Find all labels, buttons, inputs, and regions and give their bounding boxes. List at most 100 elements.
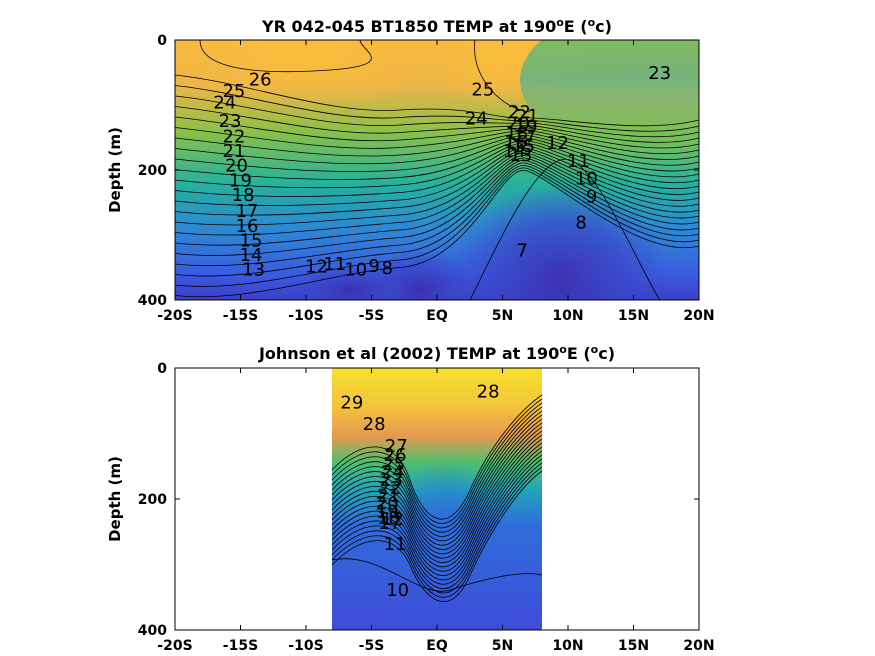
x-tick-label: -5S — [359, 638, 385, 654]
contour-line — [331, 442, 543, 572]
y-tick-label: 0 — [157, 361, 167, 377]
contour-line — [175, 170, 699, 298]
contour-line — [474, 40, 531, 113]
contour-label: 24 — [213, 92, 236, 113]
contour-label: 16 — [504, 132, 527, 153]
contour-label: 15 — [512, 136, 535, 157]
contour-label: 21 — [377, 486, 400, 507]
contour-line — [331, 434, 543, 563]
contour-label: 25 — [222, 81, 245, 102]
contour-line — [331, 450, 543, 581]
contour-line — [175, 152, 699, 226]
contour-label: 24 — [465, 109, 488, 130]
contour-line — [331, 394, 543, 520]
contour-label: 22 — [508, 102, 531, 123]
panel-bottom-contour-lines — [331, 394, 543, 602]
contour-label: 21 — [222, 141, 245, 162]
contour-label: 19 — [229, 170, 252, 191]
contour-label: 26 — [384, 445, 407, 466]
contour-label: 14 — [240, 245, 263, 266]
y-tick-label: 200 — [138, 163, 167, 179]
panel-bottom-title: Johnson et al (2002) TEMP at 190oE (oc) — [258, 343, 615, 364]
contour-label: 23 — [648, 63, 671, 84]
contour-label: 12 — [381, 509, 404, 530]
contour-label: 8 — [381, 258, 392, 279]
contour-label: 12 — [305, 257, 328, 278]
x-tick-label: -20S — [157, 638, 192, 654]
contour-label: 13 — [509, 145, 532, 166]
x-tick-label: -5S — [359, 308, 385, 324]
contour-label: 10 — [386, 580, 409, 601]
panel-top: YR 042-045 BT1850 TEMP at 190oE (oc) 262… — [106, 16, 715, 325]
contour-line — [175, 95, 699, 138]
x-tick-label: -10S — [288, 638, 323, 654]
x-tick-label: EQ — [426, 308, 448, 324]
contour-line — [331, 458, 543, 589]
contour-label: 9 — [586, 187, 597, 208]
contour-line — [175, 106, 699, 143]
contour-label: 19 — [376, 501, 399, 522]
x-tick-label: 5N — [492, 638, 513, 654]
contour-line — [331, 430, 543, 559]
contour-line — [331, 446, 543, 576]
contour-line — [331, 414, 543, 542]
panel-top-title: YR 042-045 BT1850 TEMP at 190oE (oc) — [261, 16, 612, 37]
contour-line — [175, 165, 699, 277]
contour-line — [331, 462, 543, 594]
contour-line — [175, 132, 699, 160]
contour-label: 20 — [376, 493, 399, 514]
contour-label: 27 — [385, 436, 408, 457]
contour-line — [175, 127, 699, 155]
contour-label: 22 — [378, 478, 401, 499]
contour-label: 28 — [477, 381, 500, 402]
contour-line — [331, 470, 543, 602]
contour-label: 20 — [225, 155, 248, 176]
x-tick-label: -10S — [288, 308, 323, 324]
contour-line — [331, 418, 543, 546]
panel-bottom: Johnson et al (2002) TEMP at 190oE (oc) … — [106, 343, 715, 655]
contour-line — [331, 402, 543, 529]
panel-bottom-ylabel: Depth (m) — [106, 456, 124, 542]
contour-label: 22 — [222, 127, 245, 148]
x-tick-label: 10N — [552, 308, 583, 324]
contour-label: 11 — [567, 151, 590, 172]
x-tick-label: -15S — [223, 638, 258, 654]
contour-line — [175, 74, 699, 127]
panel-bottom-axes: -20S -15S -10S -5S EQ 5N 10N 15N 20N 0 200 400 — [138, 361, 715, 654]
contour-line — [175, 160, 699, 256]
panel-top-axes: -20S -15S -10S -5S EQ 5N 10N 15N 20N 0 200 400 — [138, 33, 715, 324]
y-tick-label: 400 — [138, 293, 167, 309]
contour-line — [199, 40, 372, 73]
contour-label: 16 — [236, 216, 259, 237]
contour-label: 11 — [384, 534, 407, 555]
x-tick-label: 15N — [618, 638, 649, 654]
contour-line — [331, 410, 543, 537]
contour-label: 17 — [513, 127, 536, 148]
contour-label: 7 — [516, 240, 527, 261]
contour-label: 12 — [546, 133, 569, 154]
contour-label: 25 — [382, 454, 405, 475]
x-tick-label: 15N — [618, 308, 649, 324]
contour-label: 9 — [368, 256, 379, 277]
contour-line — [175, 137, 699, 172]
contour-label: 15 — [240, 231, 263, 252]
contour-line — [175, 147, 699, 206]
x-tick-label: -15S — [223, 308, 258, 324]
contour-label: 18 — [505, 123, 528, 144]
contour-label: 19 — [515, 116, 538, 137]
contour-label: 18 — [232, 185, 255, 206]
panel-top-contour-lines — [175, 40, 699, 300]
contour-label: 17 — [378, 513, 401, 534]
x-tick-label: EQ — [426, 638, 448, 654]
contour-line — [331, 422, 543, 550]
contour-line — [331, 466, 543, 598]
contour-label: 10 — [344, 259, 367, 280]
contour-line — [469, 158, 661, 300]
contour-label: 20 — [507, 114, 530, 135]
contour-label: 23 — [380, 470, 403, 491]
contour-label: 23 — [219, 111, 242, 132]
